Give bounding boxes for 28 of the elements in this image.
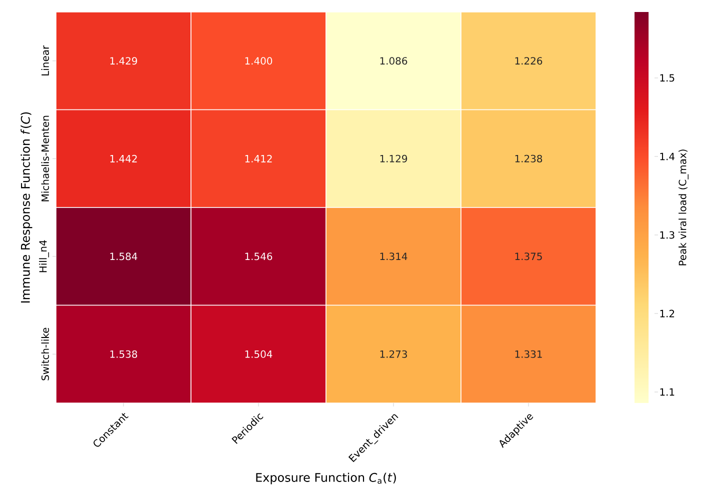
color-bar-label: 1.4 — [660, 152, 674, 160]
y-tick-label: Michaelis-Menten — [41, 116, 49, 202]
color-bar-title: Peak viral load (C_max) — [678, 150, 688, 266]
color-bar-label: 1.1 — [660, 388, 674, 396]
data-label: 1.442 — [110, 154, 137, 162]
data-label: 1.504 — [245, 350, 272, 358]
data-label: 1.331 — [515, 350, 542, 358]
color-bar-label: 1.5 — [660, 74, 674, 82]
data-label: 1.238 — [515, 154, 542, 162]
data-label: 1.086 — [380, 57, 408, 65]
color-bar-label: 1.3 — [660, 231, 674, 239]
data-label: 1.129 — [380, 154, 408, 162]
data-label: 1.546 — [245, 252, 272, 260]
data-label: 1.375 — [515, 252, 542, 260]
x-axis-title: Exposure Function C$_{a}$(t) — [256, 472, 396, 484]
y-tick-label: Hill_n4 — [39, 240, 49, 272]
y-tick-label: Linear — [41, 45, 49, 76]
y-tick-label: Switch-like — [41, 328, 49, 380]
color-bar-label: 1.2 — [660, 310, 674, 318]
data-label: 1.273 — [380, 350, 407, 358]
data-label: 1.538 — [110, 350, 138, 358]
data-label: 1.429 — [110, 57, 138, 65]
data-label: 1.314 — [380, 252, 408, 260]
data-label: 1.412 — [245, 154, 272, 162]
data-label: 1.400 — [245, 57, 272, 65]
data-label: 1.584 — [110, 252, 138, 260]
y-axis-title: Immune Response Function f(C) — [20, 112, 32, 303]
data-label: 1.226 — [515, 57, 542, 65]
